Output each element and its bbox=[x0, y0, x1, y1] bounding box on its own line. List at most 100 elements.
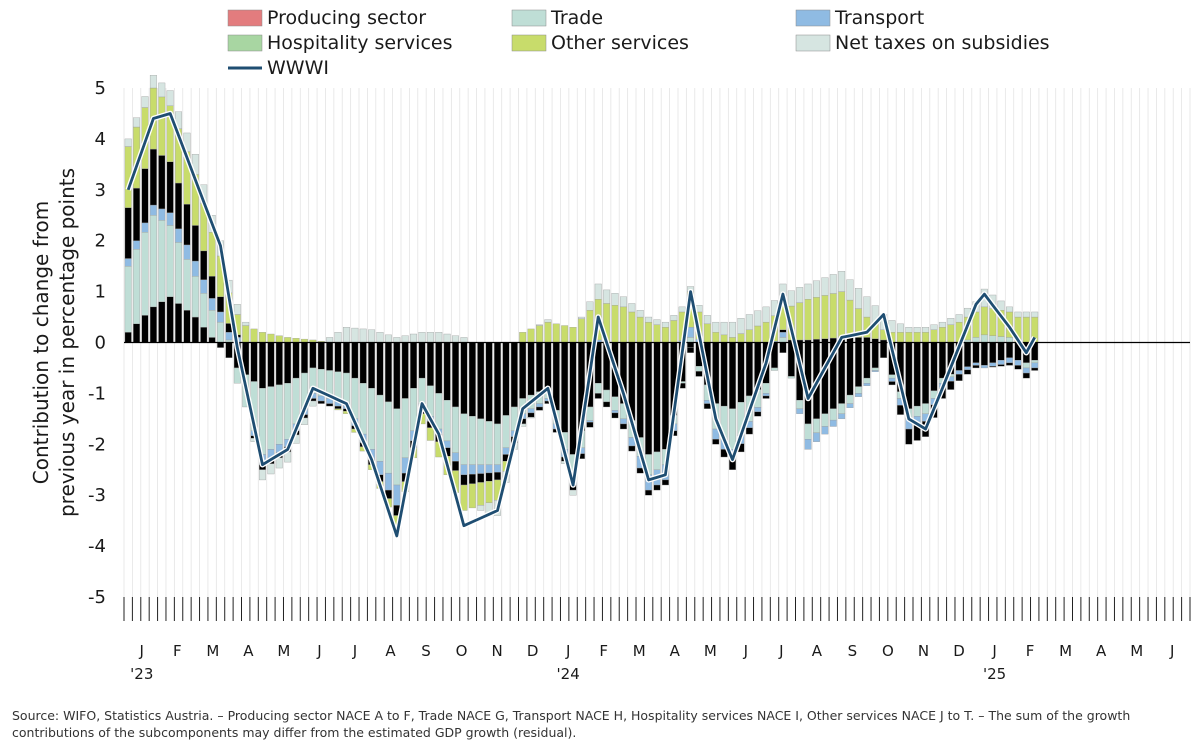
bar-other bbox=[938, 327, 946, 343]
bar-prod bbox=[149, 306, 157, 343]
bar-transport bbox=[317, 395, 325, 402]
legend-item-transport: Transport bbox=[795, 7, 924, 29]
bar-hosp bbox=[1014, 365, 1022, 370]
bar-other bbox=[569, 327, 577, 343]
bar-prod bbox=[561, 342, 569, 433]
bar-taxes bbox=[359, 328, 367, 343]
bar-prod bbox=[494, 342, 501, 425]
x-tick-label: O bbox=[882, 642, 894, 660]
x-tick-label: N bbox=[918, 642, 929, 660]
bar-taxes bbox=[729, 321, 736, 338]
x-tick-label: M bbox=[277, 642, 290, 660]
bar-other bbox=[905, 332, 913, 343]
bar-trade bbox=[997, 336, 1005, 343]
x-tick-label: J bbox=[316, 642, 321, 660]
bar-other bbox=[250, 328, 258, 343]
bar-transport bbox=[846, 403, 854, 408]
bar-taxes bbox=[997, 300, 1005, 311]
bar-transport bbox=[779, 332, 787, 338]
bar-trade bbox=[695, 366, 703, 372]
x-tick-label: M bbox=[206, 642, 219, 660]
bar-trade bbox=[594, 383, 602, 394]
bar-prod bbox=[821, 342, 829, 414]
bar-trade bbox=[267, 386, 275, 450]
bar-prod bbox=[275, 342, 283, 386]
bar-hosp bbox=[653, 484, 661, 491]
bar-transport bbox=[460, 464, 468, 476]
bar-taxes bbox=[460, 337, 468, 343]
bar-hosp bbox=[317, 400, 325, 404]
bar-transport bbox=[191, 260, 199, 277]
bar-transport bbox=[1022, 367, 1030, 374]
bar-transport bbox=[813, 432, 820, 442]
bar-transport bbox=[384, 472, 392, 491]
x-tick-label: M bbox=[704, 642, 717, 660]
x-tick-label: A bbox=[385, 642, 396, 660]
bar-trade bbox=[477, 418, 485, 465]
wwwi-line-layer bbox=[125, 110, 1038, 539]
bar-other bbox=[477, 482, 485, 506]
bar-taxes bbox=[838, 271, 846, 292]
bar-other bbox=[628, 311, 636, 343]
legend: Producing sector Trade Transport Hospitalit… bbox=[227, 7, 1050, 79]
bar-taxes bbox=[124, 138, 132, 147]
bar-other bbox=[796, 302, 804, 341]
bar-prod bbox=[301, 342, 308, 374]
bar-trade bbox=[435, 393, 443, 430]
bar-prod bbox=[191, 316, 199, 343]
bar-other bbox=[821, 295, 829, 339]
bar-transport bbox=[217, 311, 224, 323]
bar-prod bbox=[133, 323, 141, 343]
x-tick-label: O bbox=[456, 642, 468, 660]
bar-taxes bbox=[267, 463, 275, 475]
legend-item-other: Other services bbox=[511, 32, 689, 54]
bar-taxes bbox=[930, 324, 938, 330]
bar-taxes bbox=[645, 316, 653, 323]
bar-trade bbox=[1006, 337, 1013, 343]
bar-trade bbox=[771, 367, 778, 371]
bar-hosp bbox=[989, 366, 997, 368]
bar-trade bbox=[124, 265, 132, 333]
bar-taxes bbox=[628, 303, 636, 313]
bar-transport bbox=[133, 240, 141, 250]
legend-swatch bbox=[795, 9, 831, 27]
bar-taxes bbox=[158, 82, 166, 98]
bar-trade bbox=[829, 408, 837, 421]
bar-taxes bbox=[653, 319, 661, 325]
bar-other bbox=[653, 324, 661, 343]
bar-other bbox=[259, 332, 266, 343]
bar-prod bbox=[384, 342, 392, 403]
bar-transport bbox=[200, 279, 208, 294]
legend-label: WWWI bbox=[267, 57, 329, 79]
bar-hosp bbox=[611, 412, 619, 419]
bar-hosp bbox=[703, 403, 711, 409]
bar-taxes bbox=[166, 90, 174, 106]
bar-prod bbox=[309, 342, 317, 369]
bar-prod bbox=[737, 342, 745, 403]
bar-hosp bbox=[133, 187, 141, 241]
x-tick-label: D bbox=[953, 642, 965, 660]
bar-hosp bbox=[645, 489, 653, 496]
bar-trade bbox=[687, 337, 695, 343]
bar-taxes bbox=[947, 318, 955, 325]
bar-prod bbox=[208, 337, 216, 343]
bar-other bbox=[829, 293, 837, 339]
bar-hosp bbox=[452, 461, 459, 471]
bar-prod bbox=[871, 342, 879, 369]
bar-hosp bbox=[661, 479, 669, 486]
bar-taxes bbox=[1022, 311, 1030, 318]
y-tick-label: -4 bbox=[88, 536, 106, 557]
legend-swatch bbox=[795, 34, 831, 52]
x-tick-label: J bbox=[778, 642, 783, 660]
bar-taxes bbox=[813, 280, 820, 298]
bar-prod bbox=[426, 342, 434, 386]
bar-taxes bbox=[737, 318, 745, 334]
bar-transport bbox=[972, 362, 980, 366]
bar-prod bbox=[175, 303, 183, 343]
bar-hosp bbox=[829, 337, 837, 343]
bar-taxes bbox=[922, 327, 930, 333]
y-tick-label: -2 bbox=[88, 434, 106, 455]
bar-trade bbox=[376, 394, 384, 462]
bar-hosp bbox=[485, 472, 493, 482]
bar-hosp bbox=[712, 439, 720, 445]
